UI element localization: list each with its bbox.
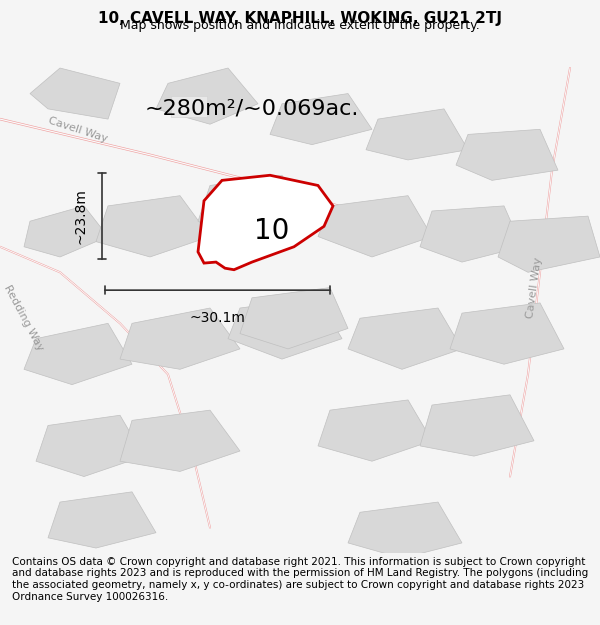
Bar (171, 96, 207, 116)
Polygon shape (240, 288, 348, 349)
Polygon shape (120, 410, 240, 471)
Polygon shape (420, 206, 522, 262)
Polygon shape (456, 129, 558, 181)
Polygon shape (120, 308, 240, 369)
Polygon shape (420, 395, 534, 456)
Polygon shape (156, 68, 258, 124)
Text: ~280m²/~0.069ac.: ~280m²/~0.069ac. (145, 99, 359, 119)
Text: ~30.1m: ~30.1m (190, 311, 245, 324)
Polygon shape (366, 109, 468, 160)
Polygon shape (348, 308, 462, 369)
Polygon shape (30, 68, 120, 119)
Text: Map shows position and indicative extent of the property.: Map shows position and indicative extent… (120, 19, 480, 32)
Bar (231, 203, 261, 224)
Polygon shape (48, 492, 156, 548)
Polygon shape (318, 196, 432, 257)
Polygon shape (498, 216, 600, 272)
Polygon shape (450, 303, 564, 364)
Polygon shape (270, 94, 372, 144)
Text: Cavell Way: Cavell Way (525, 256, 543, 319)
Polygon shape (228, 298, 342, 359)
Text: 10, CAVELL WAY, KNAPHILL, WOKING, GU21 2TJ: 10, CAVELL WAY, KNAPHILL, WOKING, GU21 2… (98, 11, 502, 26)
Text: ~23.8m: ~23.8m (73, 188, 87, 244)
Polygon shape (24, 206, 108, 257)
Polygon shape (318, 400, 432, 461)
Text: 10: 10 (254, 217, 289, 244)
Text: Contains OS data © Crown copyright and database right 2021. This information is : Contains OS data © Crown copyright and d… (12, 557, 588, 601)
Polygon shape (24, 323, 132, 384)
Text: Cavell Way: Cavell Way (47, 115, 109, 144)
Polygon shape (198, 175, 312, 236)
Polygon shape (348, 502, 462, 558)
Polygon shape (36, 415, 144, 476)
Polygon shape (96, 196, 210, 257)
Text: Redding Way: Redding Way (2, 284, 46, 352)
Polygon shape (198, 175, 333, 270)
